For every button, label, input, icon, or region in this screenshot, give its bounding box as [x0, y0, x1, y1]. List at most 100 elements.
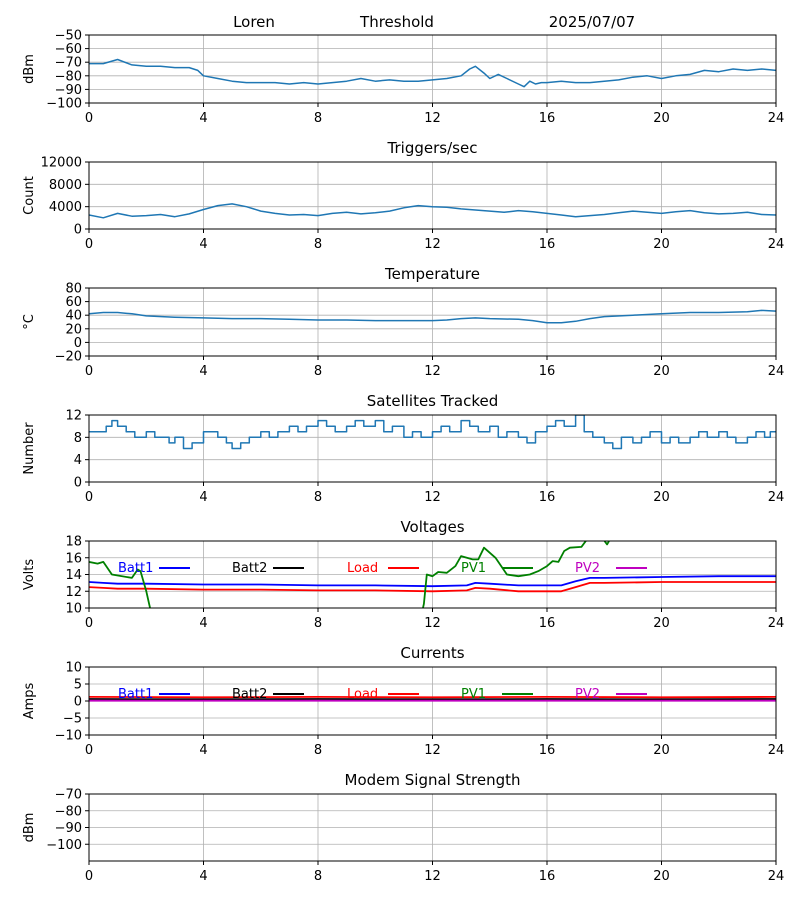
y-tick-label: 4: [74, 453, 82, 468]
y-tick-label: 16: [65, 551, 82, 566]
x-tick-label: 16: [539, 111, 556, 126]
y-axis-label: Amps: [22, 682, 37, 719]
x-tick-label: 20: [653, 743, 670, 758]
x-tick-label: 24: [768, 364, 785, 379]
legend-label-pv2: PV2: [575, 561, 600, 576]
series-line: [89, 415, 776, 450]
header-date: 2025/07/07: [549, 13, 635, 31]
panel-title: Voltages: [400, 518, 464, 536]
x-tick-label: 12: [424, 743, 441, 758]
x-tick-label: 0: [85, 237, 93, 252]
x-tick-label: 16: [539, 869, 556, 884]
y-axis-label: dBm: [22, 54, 37, 84]
series-line: [89, 203, 776, 219]
x-tick-label: 0: [85, 616, 93, 631]
panel-title: Temperature: [384, 265, 480, 283]
y-tick-label: 12: [65, 585, 82, 600]
x-tick-label: 4: [199, 490, 207, 505]
y-tick-label: 8: [74, 431, 82, 446]
y-tick-label: 14: [65, 568, 82, 583]
series-line-pv1: [89, 541, 611, 608]
y-tick-label: 0: [74, 476, 82, 491]
x-tick-label: 20: [653, 237, 670, 252]
y-axis-label: dBm: [22, 813, 37, 843]
x-tick-label: 16: [539, 743, 556, 758]
y-axis-label: °C: [22, 314, 37, 330]
header-site: Loren: [233, 13, 275, 31]
header-mode: Threshold: [359, 13, 434, 31]
legend-label-batt1: Batt1: [118, 687, 153, 702]
y-tick-label: 4000: [49, 200, 82, 215]
x-tick-label: 0: [85, 111, 93, 126]
y-tick-label: 0: [74, 336, 82, 351]
series-line: [89, 58, 776, 88]
x-tick-label: 12: [424, 869, 441, 884]
x-tick-label: 4: [199, 364, 207, 379]
y-tick-label: 18: [65, 535, 82, 550]
y-tick-label: 40: [65, 309, 82, 324]
y-tick-label: −100: [46, 97, 82, 112]
y-tick-label: −70: [55, 56, 82, 71]
panel-title: Modem Signal Strength: [345, 771, 521, 789]
x-tick-label: 12: [424, 616, 441, 631]
y-tick-label: 10: [65, 602, 82, 617]
y-tick-label: −100: [46, 838, 82, 853]
x-tick-label: 20: [653, 616, 670, 631]
x-tick-label: 12: [424, 111, 441, 126]
x-tick-label: 20: [653, 869, 670, 884]
y-axis-label: Count: [22, 176, 37, 215]
x-tick-label: 20: [653, 490, 670, 505]
x-tick-label: 8: [314, 364, 322, 379]
legend-label-pv2: PV2: [575, 687, 600, 702]
legend-label-batt1: Batt1: [118, 561, 153, 576]
x-tick-label: 20: [653, 364, 670, 379]
y-tick-label: −20: [55, 350, 82, 365]
x-tick-label: 16: [539, 237, 556, 252]
y-tick-label: −90: [55, 83, 82, 98]
y-tick-label: 10: [65, 661, 82, 676]
x-tick-label: 12: [424, 364, 441, 379]
x-tick-label: 4: [199, 111, 207, 126]
legend-label-pv1: PV1: [461, 687, 486, 702]
x-tick-label: 16: [539, 616, 556, 631]
y-tick-label: 12: [65, 409, 82, 424]
y-axis-label: Volts: [22, 559, 37, 591]
x-tick-label: 16: [539, 490, 556, 505]
y-tick-label: 8000: [49, 178, 82, 193]
x-tick-label: 8: [314, 616, 322, 631]
x-tick-label: 12: [424, 490, 441, 505]
legend-label-load: Load: [347, 561, 378, 576]
x-tick-label: 24: [768, 616, 785, 631]
legend-label-batt2: Batt2: [232, 561, 267, 576]
y-tick-label: −60: [55, 42, 82, 57]
x-tick-label: 0: [85, 364, 93, 379]
x-tick-label: 4: [199, 237, 207, 252]
x-tick-label: 8: [314, 490, 322, 505]
y-tick-label: −5: [63, 712, 82, 727]
x-tick-label: 8: [314, 869, 322, 884]
y-tick-label: −50: [55, 29, 82, 44]
x-tick-label: 8: [314, 743, 322, 758]
y-tick-label: −80: [55, 69, 82, 84]
y-tick-label: −70: [55, 788, 82, 803]
y-tick-label: 80: [65, 282, 82, 297]
x-tick-label: 4: [199, 743, 207, 758]
legend-label-pv1: PV1: [461, 561, 486, 576]
panel-title: Satellites Tracked: [367, 392, 498, 410]
series-line-load: [89, 581, 776, 593]
y-tick-label: 0: [74, 695, 82, 710]
y-tick-label: 60: [65, 295, 82, 310]
chart-panel-6: 0 4 8 12 16 20 24 −100 −90 −80−70 Modem Signal Str…: [22, 771, 784, 884]
chart-panel-5: 0 4 8 12 16 20 24 −10 −5 0 5 10 Currents Amps Batt1 Bat…: [22, 644, 784, 758]
chart-panel-3: 0 4 8 12 16 20 24 0 4 8 12 Satellites Tracked Number: [22, 392, 784, 505]
y-tick-label: −90: [55, 821, 82, 836]
chart-panel-1: 0 4 8 12 16 20 24 0 4000 8000 12000 Triggers/sec Cou…: [22, 139, 784, 252]
y-axis-label: Number: [22, 422, 37, 475]
x-tick-label: 20: [653, 111, 670, 126]
panel-title: Triggers/sec: [387, 139, 478, 157]
x-tick-label: 8: [314, 237, 322, 252]
x-tick-label: 0: [85, 743, 93, 758]
